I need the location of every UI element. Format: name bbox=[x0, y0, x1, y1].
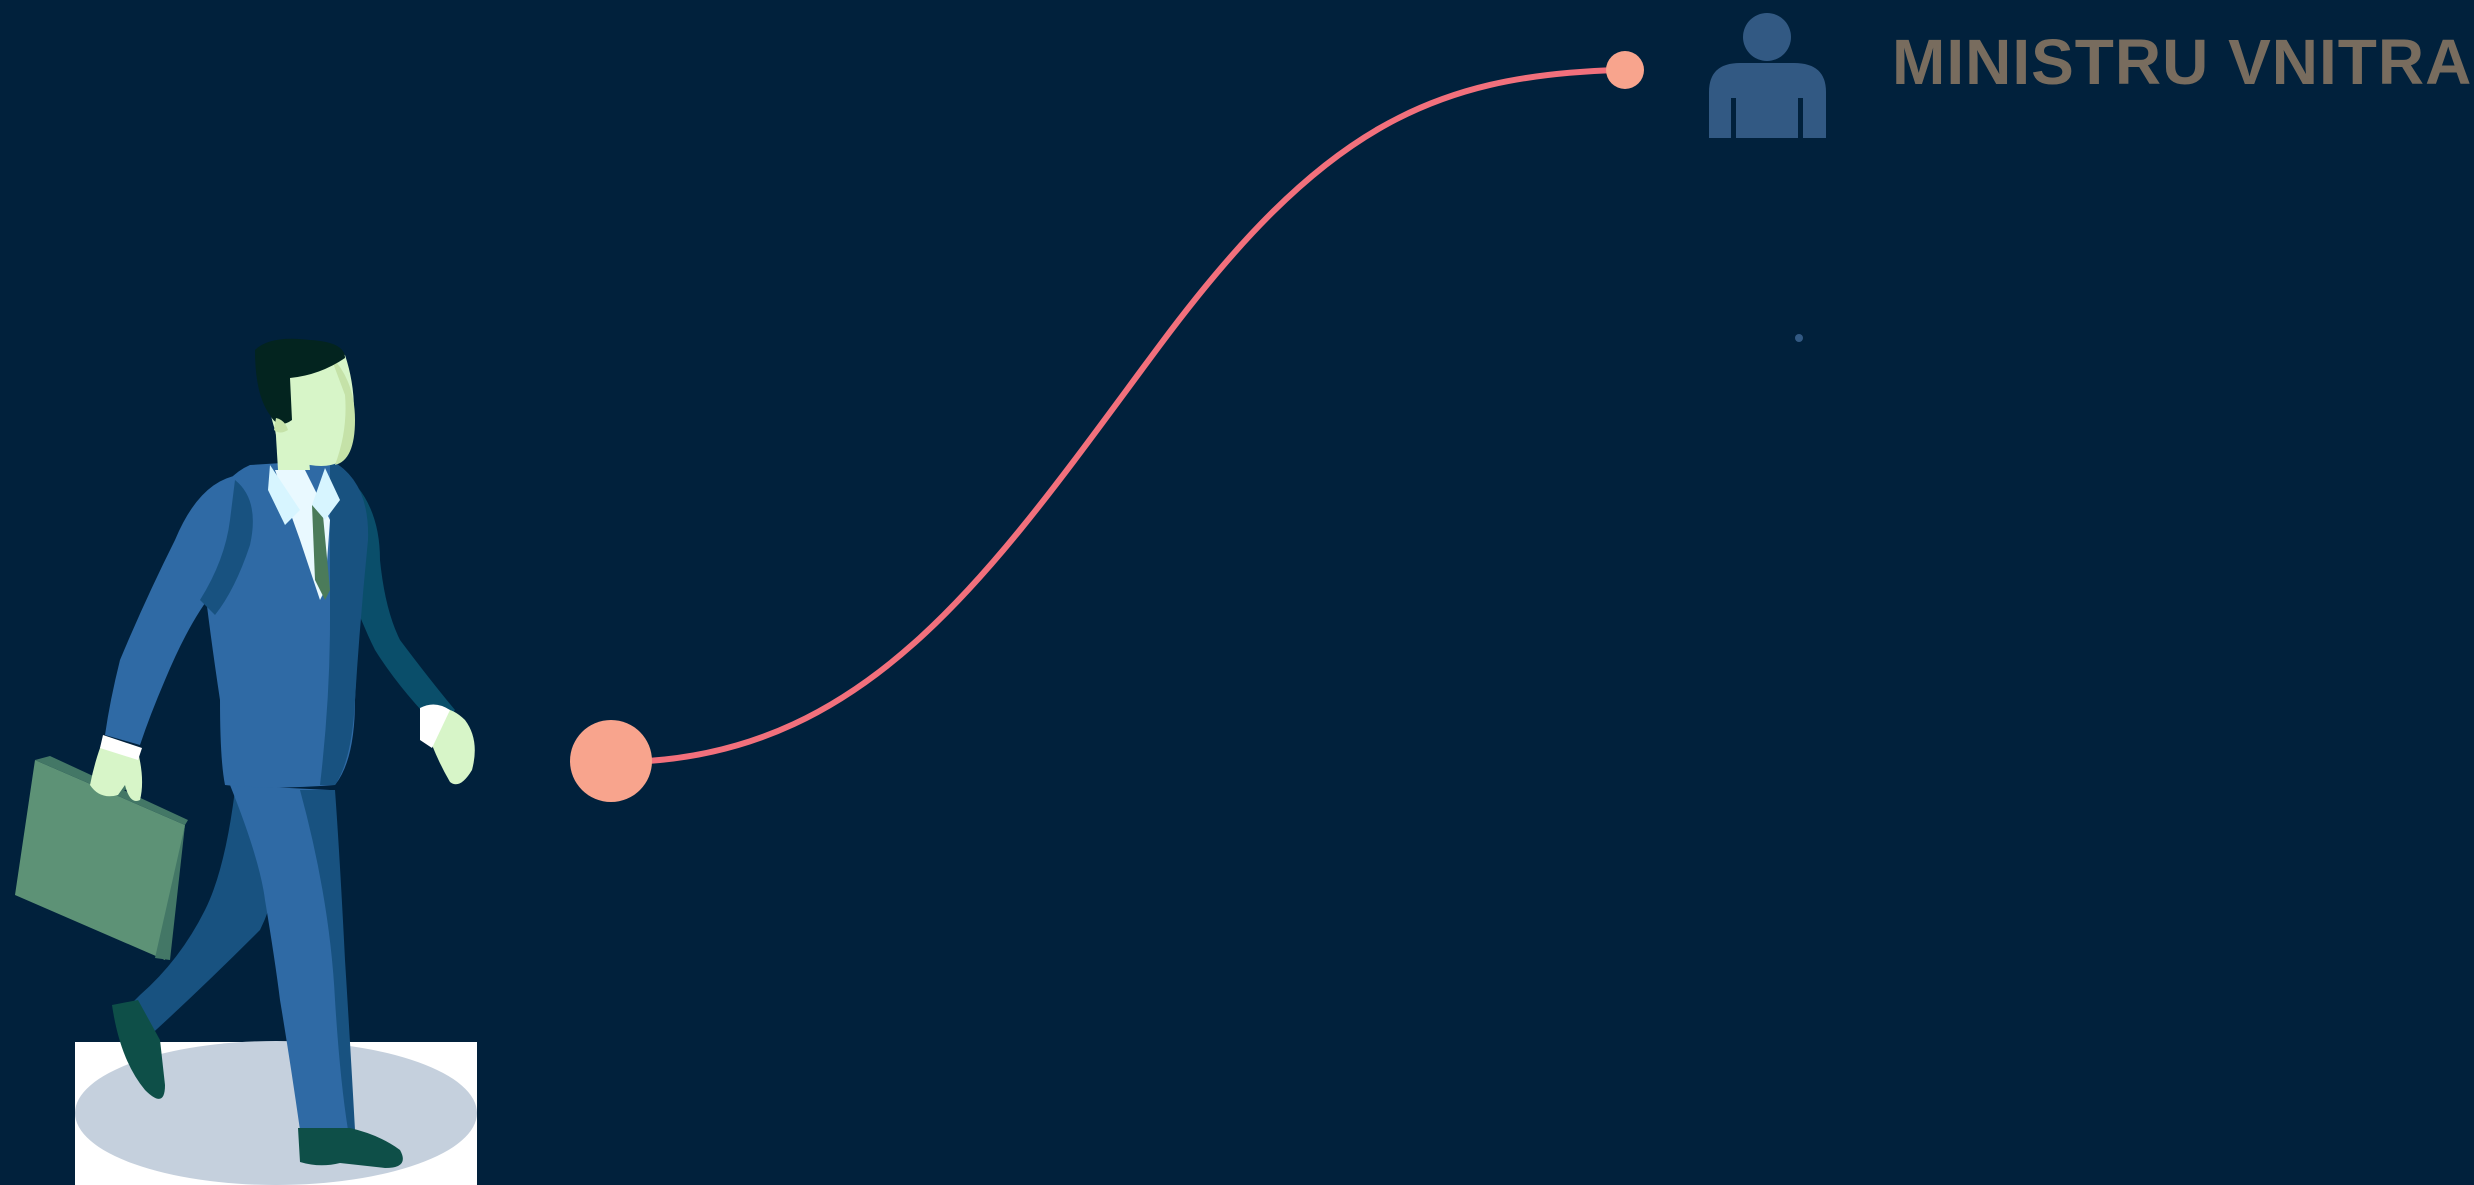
path-start-dot bbox=[570, 720, 652, 802]
small-dot bbox=[1795, 334, 1803, 342]
path-end-dot bbox=[1606, 51, 1644, 89]
back-shoe bbox=[112, 1000, 165, 1099]
front-shoe bbox=[298, 1128, 403, 1168]
hair bbox=[255, 338, 345, 424]
career-path-line bbox=[645, 67, 1623, 764]
page-title: MINISTRU VNITRA bbox=[1892, 26, 2473, 98]
